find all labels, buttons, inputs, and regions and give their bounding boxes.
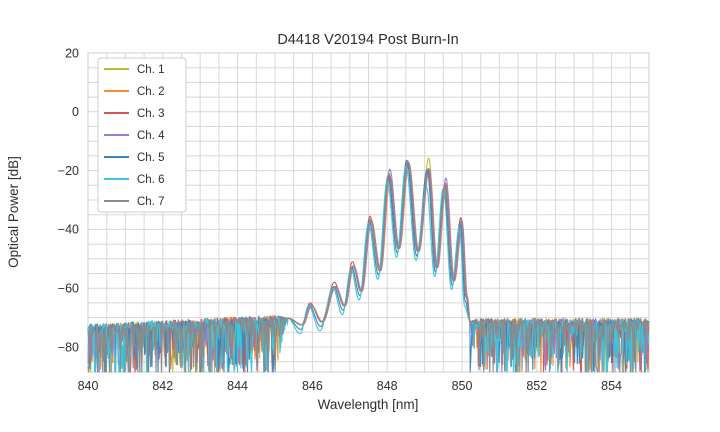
x-tick-label: 842 <box>152 379 173 393</box>
plot-frame <box>87 52 650 373</box>
y-axis-label: Optical Power [dB] <box>6 156 21 268</box>
y-tick-label: 0 <box>72 105 79 119</box>
x-tick-label: 840 <box>78 379 99 393</box>
x-tick-label: 850 <box>452 379 473 393</box>
legend-entry-label: Ch. 4 <box>137 130 165 142</box>
legend-box <box>97 57 187 213</box>
x-tick-label: 844 <box>227 379 248 393</box>
y-tick-labels: 20 0 −20 −40 −60 −80 <box>58 46 79 354</box>
x-tick-labels: 840 842 844 846 848 850 852 854 <box>78 379 623 393</box>
x-axis-label: Wavelength [nm] <box>318 397 419 412</box>
series-lines <box>87 157 650 373</box>
y-tick-label: 20 <box>65 46 79 60</box>
series-line-7 <box>87 160 650 373</box>
y-tick-label: −40 <box>58 223 79 237</box>
legend: Ch. 1 Ch. 2 Ch. 3 Ch. 4 Ch. 5 Ch. 6 Ch. 7 <box>97 57 187 213</box>
legend-entry-label: Ch. 7 <box>137 196 165 208</box>
legend-entry-label: Ch. 3 <box>137 108 165 120</box>
x-tick-label: 848 <box>377 379 398 393</box>
legend-entry-label: Ch. 2 <box>137 86 165 98</box>
y-tick-label: −20 <box>58 164 79 178</box>
legend-entry-label: Ch. 5 <box>137 152 165 164</box>
legend-entry-label: Ch. 6 <box>137 174 165 186</box>
x-tick-label: 852 <box>526 379 547 393</box>
legend-entry-label: Ch. 1 <box>137 64 165 76</box>
x-tick-label: 854 <box>601 379 622 393</box>
chart-title: D4418 V20194 Post Burn-In <box>277 32 458 48</box>
x-tick-label: 846 <box>302 379 323 393</box>
y-tick-label: −60 <box>58 282 79 296</box>
y-tick-label: −80 <box>58 340 79 354</box>
